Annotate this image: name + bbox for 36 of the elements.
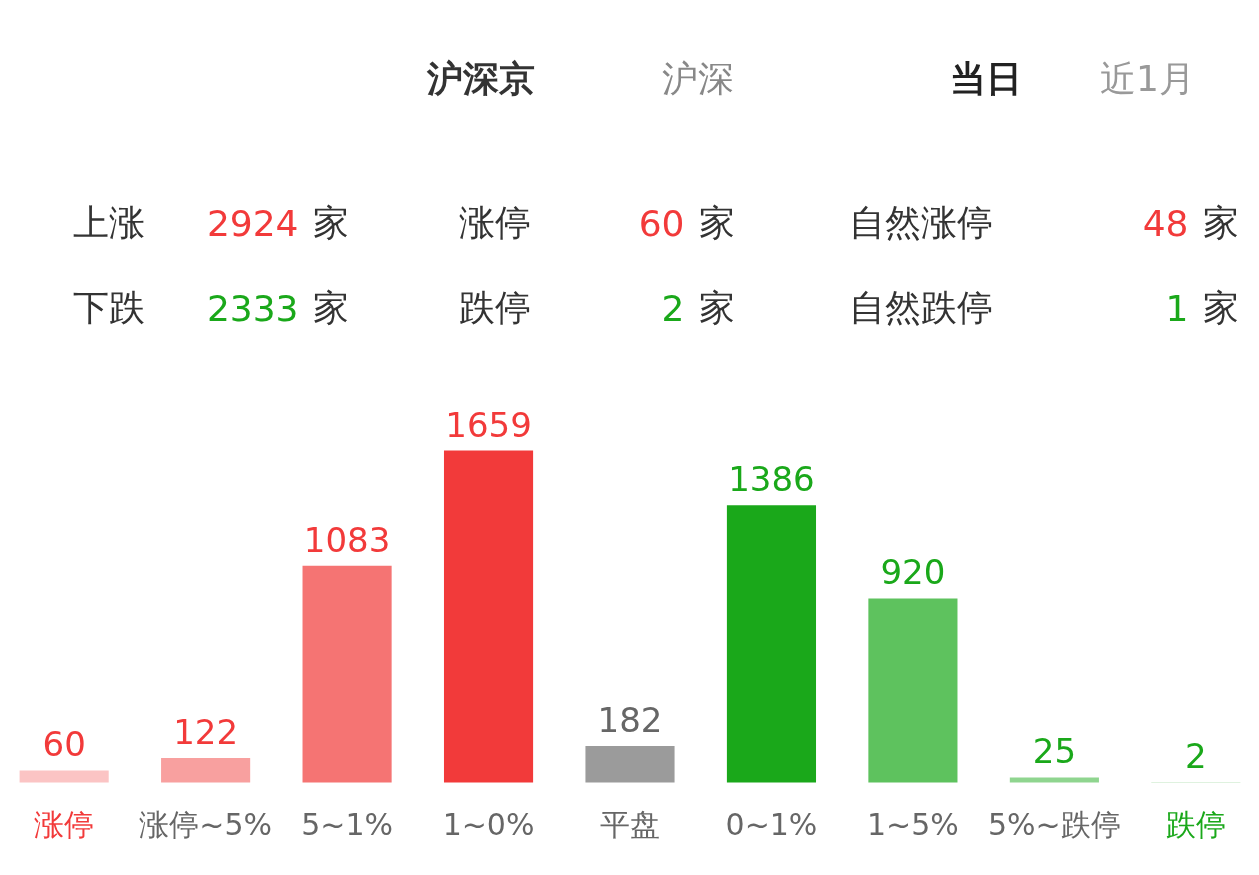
data-label: 1386 xyxy=(728,459,815,500)
data-label: 920 xyxy=(880,552,946,593)
bar xyxy=(161,758,251,783)
text: 自然涨停 48 家 xyxy=(848,202,1239,244)
data-label: 1659 xyxy=(445,404,532,445)
bar xyxy=(868,598,958,783)
text: 沪深京 xyxy=(425,58,535,99)
data-label: 1083 xyxy=(303,519,391,560)
bar xyxy=(19,770,109,783)
data-label: 60 xyxy=(42,724,86,765)
text: 上涨 2924 家 xyxy=(72,202,349,244)
text: 下跌 2333 家 xyxy=(72,287,349,329)
x-tick-label: 1~0% xyxy=(442,806,535,842)
x-tick-label: 5~1% xyxy=(301,806,393,842)
bar xyxy=(585,746,675,783)
bar xyxy=(443,450,534,783)
x-tick-label: 平盘 xyxy=(600,806,660,842)
x-tick-label: 1~5% xyxy=(867,806,959,842)
x-tick-label: 涨停 xyxy=(34,806,95,842)
data-label: 2 xyxy=(1185,736,1207,777)
text: 自然跌停 1 家 xyxy=(848,287,1239,329)
data-label: 25 xyxy=(1032,731,1077,772)
text: 跌停 2 家 xyxy=(458,287,735,329)
x-tick-label: 5%~跌停 xyxy=(988,806,1121,842)
text: 当日 xyxy=(949,58,1022,99)
bar xyxy=(1009,777,1099,783)
x-tick-label: 跌停 xyxy=(1165,806,1226,842)
data-label: 182 xyxy=(597,700,663,741)
bar xyxy=(302,565,392,783)
data-label: 122 xyxy=(173,712,239,753)
x-tick-label: 0~1% xyxy=(725,806,818,842)
bar xyxy=(726,505,817,783)
text: 沪深 xyxy=(661,58,734,99)
x-tick-label: 涨停~5% xyxy=(139,806,272,842)
text: 涨停 60 家 xyxy=(458,202,735,244)
text: 近1月 xyxy=(1100,58,1195,99)
